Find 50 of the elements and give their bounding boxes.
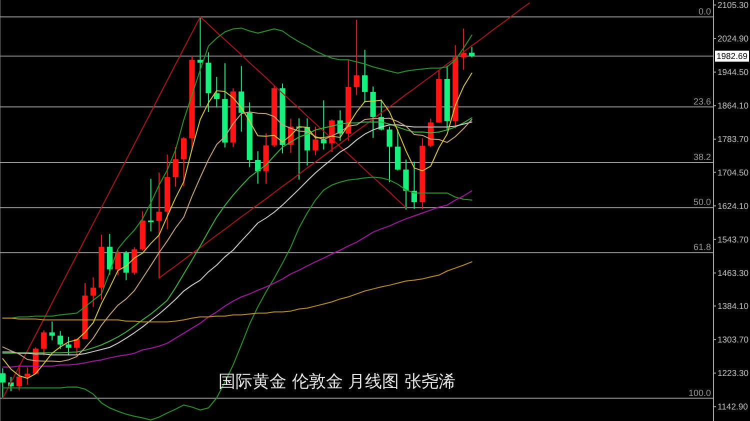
line-series [158, 2, 530, 279]
candlestick [403, 159, 409, 210]
y-tick-label: 2105.30 [718, 0, 749, 10]
y-tick-label: 1223.30 [718, 368, 749, 378]
candlestick [74, 338, 80, 356]
ref-line-label: 0.0 [698, 6, 711, 16]
ref-line-label: 61.8 [693, 242, 711, 252]
candlestick [394, 129, 401, 171]
candlestick [362, 49, 368, 103]
line-series [2, 190, 472, 368]
candlestick [115, 250, 121, 276]
candlestick [123, 250, 129, 281]
candlestick [460, 28, 466, 70]
candlestick [354, 19, 360, 96]
candlestick [16, 364, 22, 391]
y-tick-label: 1303.70 [718, 334, 749, 345]
candlestick [180, 136, 187, 187]
y-tick-label: 2024.90 [718, 34, 749, 44]
candlestick [238, 66, 244, 132]
candlestick [320, 100, 326, 150]
y-tick-label: 1944.50 [718, 67, 749, 78]
y-tick-label: 1704.50 [718, 167, 749, 178]
candlestick [469, 46, 475, 58]
candlestick [312, 126, 318, 156]
y-tick-label: 1624.10 [718, 200, 749, 211]
y-tick-label: 1543.70 [718, 234, 749, 244]
line-series [2, 261, 472, 322]
y-tick-label: 1384.10 [718, 301, 749, 312]
ref-line-label: 38.2 [693, 152, 711, 162]
candlestick [41, 330, 47, 356]
ref-line-label: 23.6 [693, 96, 711, 106]
candlestick [24, 366, 30, 386]
ref-line-label: 100.0 [688, 388, 711, 398]
candlestick [156, 172, 162, 279]
y-tick-label: 1783.70 [718, 134, 749, 144]
candlestick [132, 246, 138, 276]
candlestick [386, 126, 392, 183]
candlestick [90, 276, 96, 308]
candlestick [0, 368, 6, 399]
price-box: 1982.69 [715, 50, 749, 62]
y-tick-label: 1463.30 [718, 268, 749, 278]
candlestick [214, 76, 220, 108]
ref-line-label: 50.0 [693, 197, 711, 208]
candlestick [106, 233, 112, 276]
y-tick-label: 1142.90 [718, 402, 748, 412]
candlestick [255, 150, 261, 184]
y-tick-label: 1864.10 [718, 100, 749, 111]
candlestick [172, 146, 178, 188]
candlestick [66, 336, 72, 356]
candlestick [58, 330, 64, 350]
